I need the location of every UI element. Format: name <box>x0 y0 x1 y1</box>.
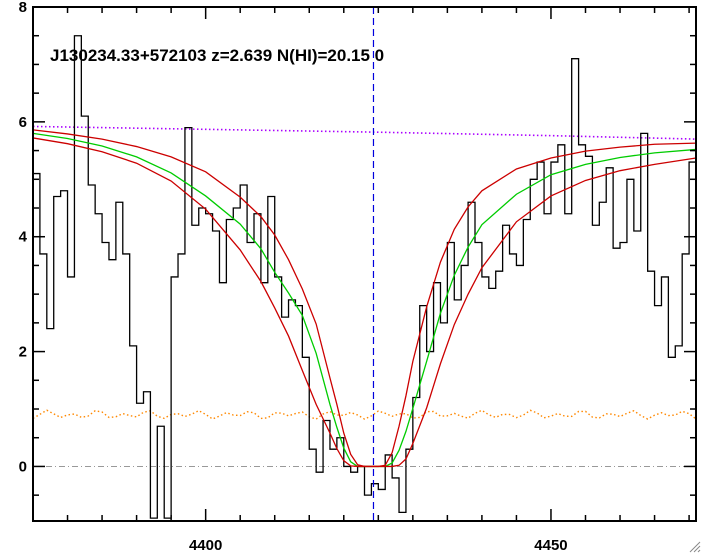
y-tick-label: 4 <box>19 229 28 246</box>
continuum-line <box>32 125 697 140</box>
y-tick-label: 0 <box>19 458 27 475</box>
series-layer <box>32 7 697 521</box>
y-tick-label: 8 <box>19 0 27 16</box>
data-histogram <box>33 35 696 519</box>
y-tick-label: 6 <box>19 114 27 131</box>
axes-frame <box>32 6 697 522</box>
resize-grip-icon[interactable] <box>689 541 701 553</box>
x-tick-label: 4400 <box>189 537 222 554</box>
lower-bound-line <box>32 137 697 468</box>
error-line <box>32 409 697 420</box>
chart-title: J130234.33+572103 z=2.639 N(HI)=20.15 0 <box>50 46 384 65</box>
y-tick-label: 2 <box>19 344 27 361</box>
x-tick-label: 4450 <box>534 537 567 554</box>
axis-layer: 4400 4450 0 2 4 6 8 <box>19 0 697 554</box>
